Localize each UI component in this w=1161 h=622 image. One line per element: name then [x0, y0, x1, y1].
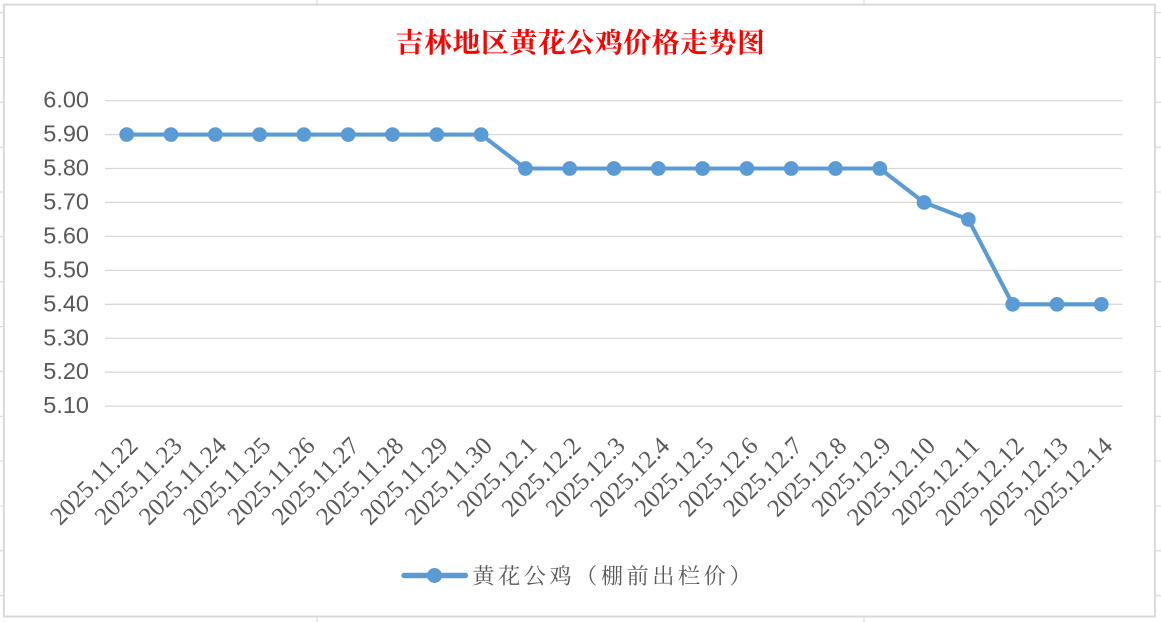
- svg-text:5.50: 5.50: [43, 256, 89, 282]
- svg-text:5.30: 5.30: [43, 324, 89, 350]
- svg-text:5.60: 5.60: [43, 222, 89, 248]
- svg-text:5.10: 5.10: [43, 392, 89, 418]
- svg-text:6.00: 6.00: [43, 87, 89, 113]
- svg-text:5.20: 5.20: [43, 358, 89, 384]
- svg-text:5.80: 5.80: [43, 155, 89, 181]
- svg-text:5.70: 5.70: [43, 188, 89, 214]
- svg-text:5.40: 5.40: [43, 290, 89, 316]
- svg-text:5.90: 5.90: [43, 121, 89, 147]
